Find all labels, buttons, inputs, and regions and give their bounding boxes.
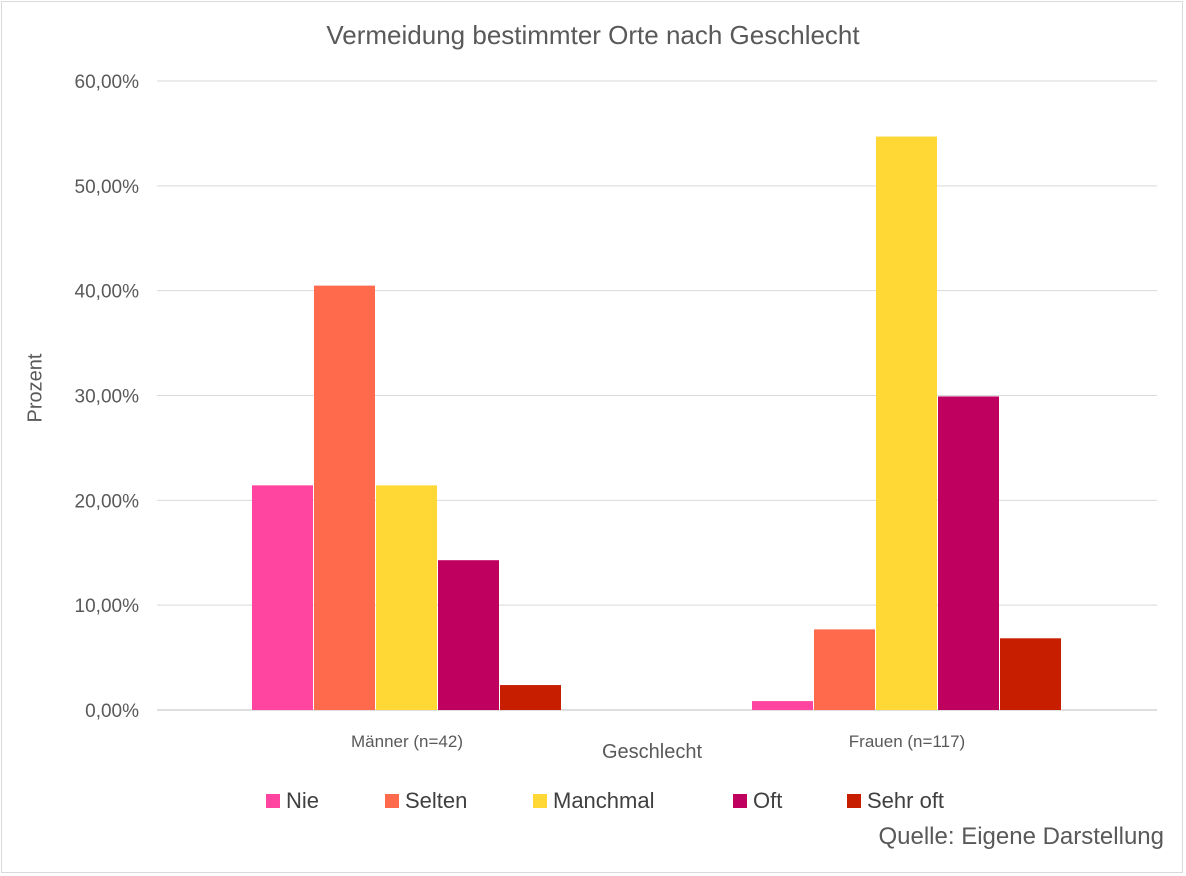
y-tick-label: 20,00% — [75, 491, 140, 512]
bar-oft-frauen — [938, 396, 999, 710]
legend-swatch — [533, 794, 547, 808]
y-tick-label: 10,00% — [75, 596, 140, 617]
bar-nie-frauen — [752, 701, 813, 710]
bar-selten-frauen — [814, 629, 875, 710]
bar-nie-maenner — [252, 485, 313, 710]
y-tick-label: 30,00% — [75, 387, 140, 408]
legend-item-oft: Oft — [733, 786, 782, 816]
legend-label: Oft — [753, 788, 783, 813]
x-axis-label: Geschlecht — [601, 741, 703, 763]
bar-sehr-oft-frauen — [1000, 638, 1061, 710]
legend-label: Manchmal — [553, 788, 655, 813]
legend-label: Sehr oft — [867, 788, 945, 813]
x-tick-label: Frauen (n=117) — [849, 732, 965, 751]
source-note: Quelle: Eigene Darstellung — [878, 823, 1164, 850]
legend-item-manchmal: Manchmal — [533, 786, 654, 816]
legend-swatch — [385, 794, 399, 808]
legend-label: Selten — [405, 788, 468, 813]
y-tick-label: 0,00% — [85, 701, 139, 722]
bar-selten-maenner — [314, 285, 375, 710]
legend-item-sehr-oft: Sehr oft — [847, 786, 944, 816]
legend-swatch — [847, 794, 861, 808]
bar-manchmal-frauen — [876, 136, 937, 711]
legend-item-selten: Selten — [385, 786, 467, 816]
y-tick-label: 50,00% — [75, 177, 140, 198]
legend-swatch — [266, 794, 280, 808]
y-tick-label: 40,00% — [75, 282, 140, 303]
bar-sehr-oft-maenner — [500, 685, 561, 710]
y-tick-label: 60,00% — [75, 72, 140, 93]
bar-manchmal-maenner — [376, 485, 437, 710]
legend-label: Nie — [286, 788, 320, 813]
legend-swatch — [733, 794, 747, 808]
chart-legend: Nie Selten Manchmal Oft Sehr oft — [0, 786, 1186, 816]
y-axis-label: Prozent — [24, 353, 47, 423]
x-tick-label: Männer (n=42) — [351, 732, 463, 751]
chart-title: Vermeidung bestimmter Orte nach Geschlec… — [326, 20, 860, 50]
legend-item-nie: Nie — [266, 786, 319, 816]
bar-oft-maenner — [438, 560, 499, 710]
